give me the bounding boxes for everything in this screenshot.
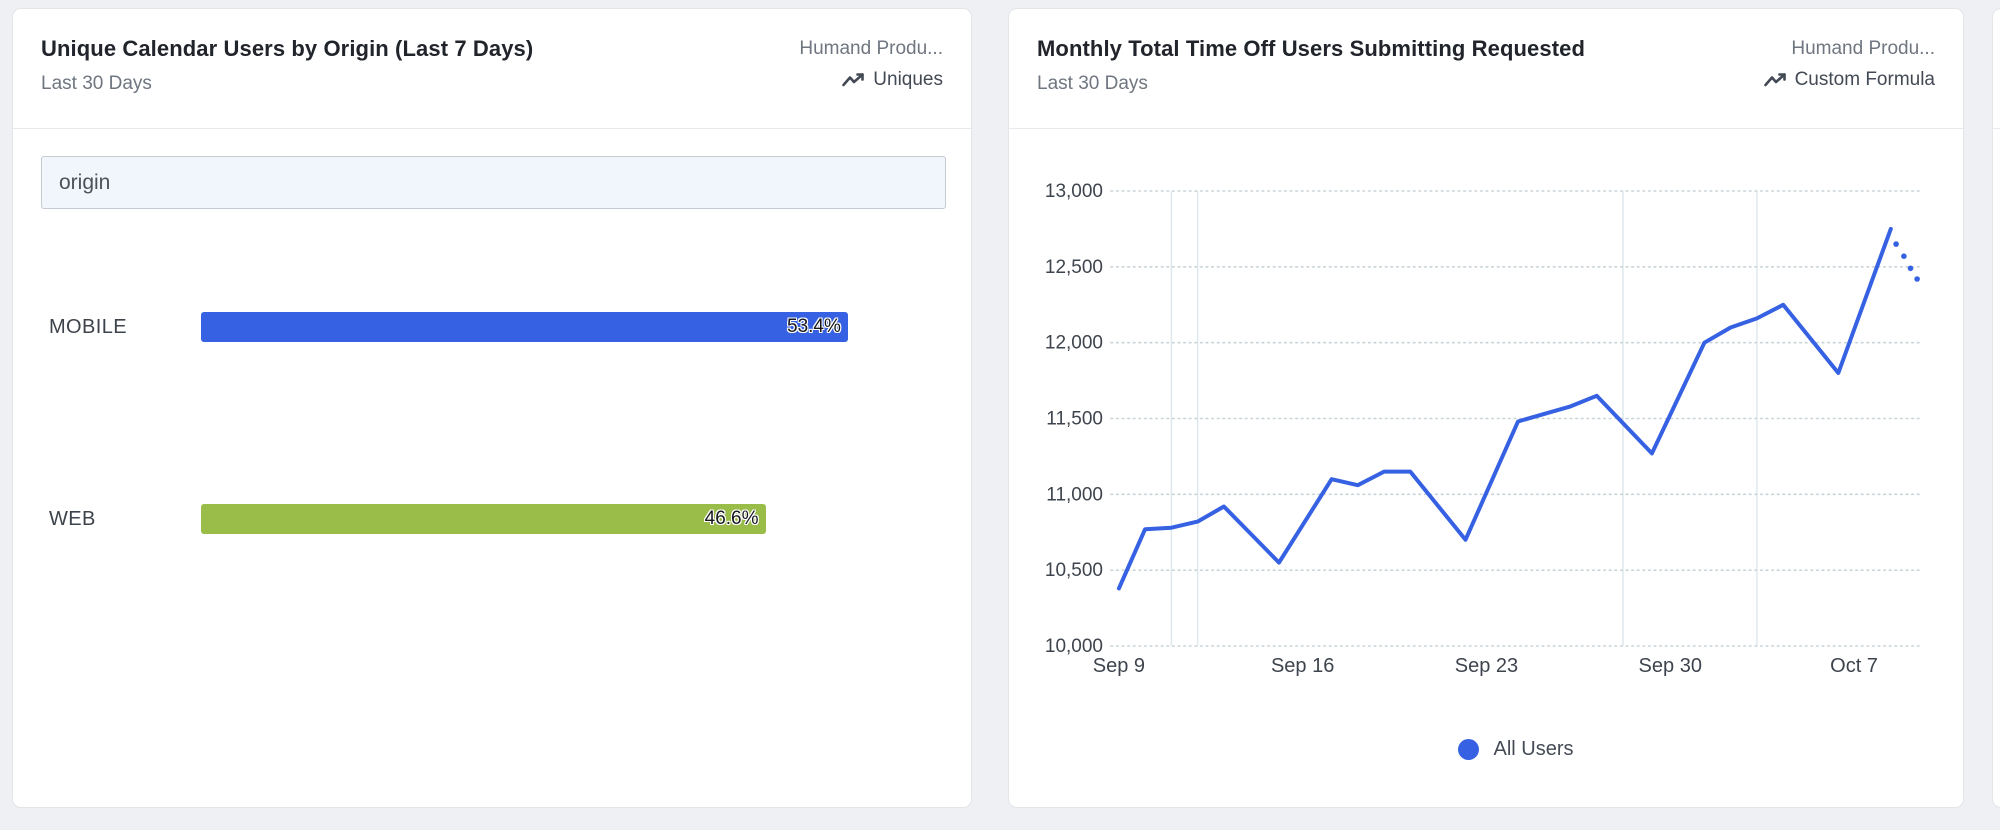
legend-label: All Users — [1493, 738, 1574, 760]
line-chart-card: Monthly Total Time Off Users Submitting … — [1008, 8, 1964, 808]
y-axis-tick-label: 10,500 — [1045, 560, 1103, 581]
series-line[interactable] — [1116, 226, 1893, 591]
card-header: Monthly Total Time Off Users Submitting … — [1009, 9, 1963, 129]
bar-track: 53.4% — [201, 312, 946, 342]
card-header — [1993, 9, 2000, 129]
y-axis-tick-label: 13,000 — [1045, 181, 1103, 202]
legend-dot-icon — [1458, 739, 1480, 760]
metric-type: Custom Formula — [1763, 68, 1935, 92]
projected-data-dot — [1914, 276, 1920, 282]
bar-segment[interactable]: 53.4% — [201, 312, 848, 342]
projected-data-dot — [1907, 265, 1914, 272]
x-axis-tick-label: Sep 16 — [1271, 655, 1334, 677]
time-series-plot[interactable]: 13,000 12,500 12,000 11,500 11,000 10,500 10,0… — [1009, 129, 1965, 709]
y-axis-tick-label: 10,000 — [1045, 636, 1103, 657]
card-date-range: Last 30 Days — [41, 73, 152, 94]
x-axis-tick-label: Sep 23 — [1455, 655, 1518, 677]
y-axis-tick-label: 11,500 — [1046, 409, 1103, 430]
card-header-left: Monthly Total Time Off Users Submitting … — [1037, 35, 1585, 128]
line-chart-icon — [1763, 73, 1786, 87]
bar-segment[interactable]: 46.6% — [201, 504, 766, 534]
x-axis-tick-label: Oct 7 — [1830, 655, 1878, 677]
bar-category-label: MOBILE — [49, 316, 127, 338]
metric-type: Uniques — [799, 68, 943, 92]
line-chart-icon — [842, 73, 865, 87]
legend-item[interactable]: All Users — [1458, 738, 1574, 761]
origin-filter-input[interactable] — [41, 156, 946, 209]
bar-value-label: 46.6% — [704, 508, 759, 529]
card-date-range: Last 30 Days — [1037, 73, 1148, 94]
x-axis-tick-label: Sep 30 — [1639, 655, 1702, 677]
x-axis-tick-label: Sep 9 — [1093, 655, 1145, 677]
card-title[interactable]: Unique Calendar Users by Origin (Last 7 … — [41, 36, 534, 61]
card-header-right: Humand Produ... Uniques — [779, 35, 943, 128]
metric-type-label: Custom Formula — [1794, 69, 1935, 90]
chart-legend: All Users — [1111, 738, 1921, 761]
bar-category-label: WEB — [49, 508, 96, 530]
y-axis-tick-label: 11,000 — [1046, 484, 1103, 505]
y-axis-tick-label: 12,000 — [1045, 333, 1103, 354]
card-source: Humand Produ... — [799, 38, 943, 59]
card-source: Humand Produ... — [1791, 38, 1935, 59]
bar-chart-card: Unique Calendar Users by Origin (Last 7 … — [12, 8, 972, 808]
metric-type-label: Uniques — [873, 69, 943, 90]
bar-value-label: 53.4% — [787, 316, 841, 337]
card-title[interactable]: Monthly Total Time Off Users Submitting … — [1037, 36, 1586, 61]
bar-row: MOBILE 53.4% — [13, 312, 971, 342]
partial-card — [1992, 8, 2000, 808]
bar-row: WEB 46.6% — [13, 504, 971, 534]
projected-data-dot — [1901, 253, 1907, 259]
card-header-right: Humand Produ... Custom Formula — [1744, 35, 1935, 128]
bar-track: 46.6% — [201, 504, 946, 534]
card-header-left: Unique Calendar Users by Origin (Last 7 … — [41, 35, 533, 128]
y-axis-tick-label: 12,500 — [1045, 257, 1103, 278]
projected-data-dot — [1893, 241, 1899, 247]
card-header: Unique Calendar Users by Origin (Last 7 … — [13, 9, 971, 129]
